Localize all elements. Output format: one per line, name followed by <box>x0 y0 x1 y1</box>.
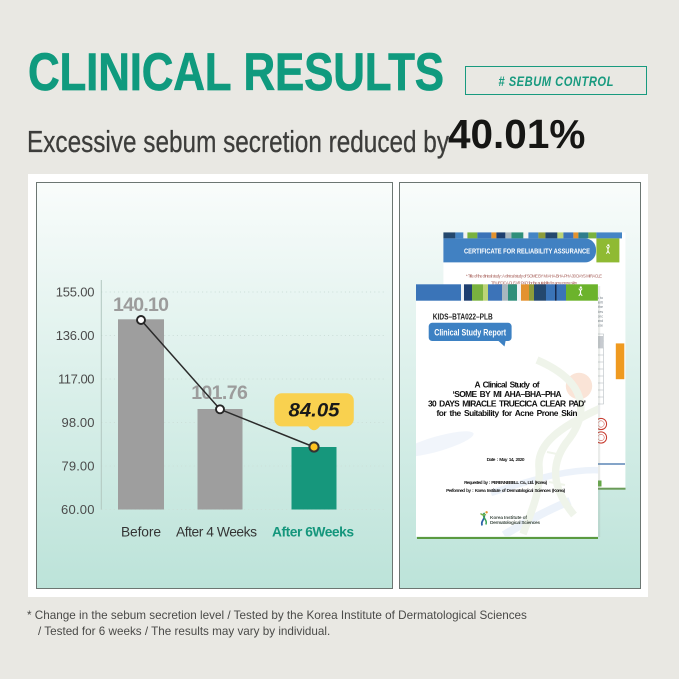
svg-text:Requested by : PERENNEBELL Co.: Requested by : PERENNEBELL Co., Ltd. (Ko… <box>464 480 547 485</box>
svg-text:140.10: 140.10 <box>113 294 169 316</box>
svg-text:After 6Weeks: After 6Weeks <box>272 524 354 539</box>
svg-text:79.00: 79.00 <box>62 459 95 474</box>
svg-text:98.00: 98.00 <box>62 415 95 430</box>
svg-text:Date : May 14, 2020: Date : May 14, 2020 <box>487 457 525 463</box>
svg-text:for the Suitability for Acne P: for the Suitability for Acne Prone Skin <box>437 408 578 418</box>
svg-text:and: and <box>597 319 603 323</box>
svg-text:30 DAYS MIRACLE TRUECICA CLEAR: 30 DAYS MIRACLE TRUECICA CLEAR PAD’ <box>428 399 586 409</box>
svg-text:84.05: 84.05 <box>289 401 340 422</box>
svg-text:Dermatological Sciences: Dermatological Sciences <box>490 520 540 526</box>
svg-text:After 4 Weeks: After 4 Weeks <box>176 524 257 539</box>
svg-text:w to: w to <box>596 296 603 300</box>
svg-text:‘SOME BY MI AHA–BHA–PHA: ‘SOME BY MI AHA–BHA–PHA <box>453 389 562 399</box>
svg-text:Korea Institute of: Korea Institute of <box>490 515 527 521</box>
svg-text:155.00: 155.00 <box>56 285 95 300</box>
svg-text:A Clinical Study of: A Clinical Study of <box>475 380 540 390</box>
svg-text:CERTIFICATE FOR RELIABILITY AS: CERTIFICATE FOR RELIABILITY ASSURANCE <box>464 247 590 256</box>
svg-text:anti: anti <box>597 301 603 305</box>
svg-text:use: use <box>597 324 603 328</box>
svg-text:136.00: 136.00 <box>56 328 95 343</box>
svg-text:ties: ties <box>597 310 603 314</box>
svg-text:117.00: 117.00 <box>58 372 95 387</box>
svg-text:Clinical Study Report: Clinical Study Report <box>434 327 506 337</box>
svg-text:the: the <box>598 305 603 309</box>
svg-text:KIDS–BTA022–PLB: KIDS–BTA022–PLB <box>433 313 493 322</box>
svg-text:onc: onc <box>597 314 603 318</box>
svg-text:* Title of the clinical study: * Title of the clinical study : A clinic… <box>466 274 602 279</box>
svg-text:Before: Before <box>121 524 161 539</box>
svg-text:Performed by : Korea Institute: Performed by : Korea Institute of Dermat… <box>446 488 565 493</box>
svg-text:TRUECICA CLEAR PAD' for the su: TRUECICA CLEAR PAD' for the suitability … <box>491 281 578 286</box>
svg-text:101.76: 101.76 <box>191 382 248 404</box>
svg-text:60.00: 60.00 <box>61 502 95 517</box>
